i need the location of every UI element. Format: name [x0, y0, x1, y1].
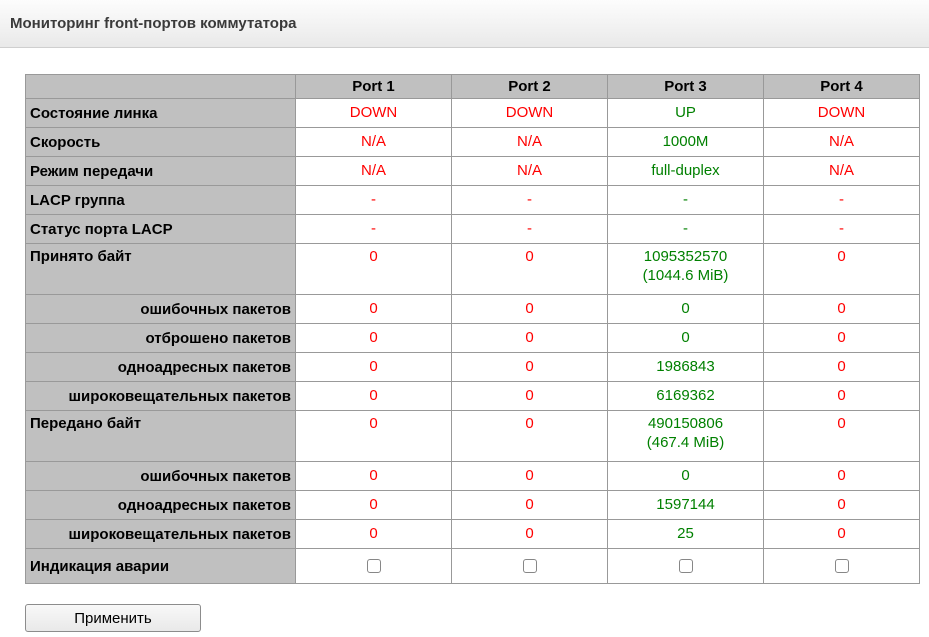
cell-port-4: N/A — [763, 127, 920, 157]
row-label: Скорость — [25, 127, 296, 157]
cell-port-1: 0 — [295, 243, 452, 295]
row-label: отброшено пакетов — [25, 323, 296, 353]
row-label: Принято байт — [25, 243, 296, 295]
row-label: Состояние линка — [25, 98, 296, 128]
alarm-cell-port-1 — [295, 548, 452, 584]
cell-port-3: 490150806 (467.4 MiB) — [607, 410, 764, 462]
cell-port-1: 0 — [295, 490, 452, 520]
cell-port-1: - — [295, 214, 452, 244]
cell-port-3: 1986843 — [607, 352, 764, 382]
cell-port-1: - — [295, 185, 452, 215]
row-label: одноадресных пакетов — [25, 352, 296, 382]
cell-port-3: - — [607, 185, 764, 215]
cell-port-3: 1095352570 (1044.6 MiB) — [607, 243, 764, 295]
cell-port-4: 0 — [763, 490, 920, 520]
cell-port-4: 0 — [763, 352, 920, 382]
cell-port-1: 0 — [295, 461, 452, 491]
cell-port-4: 0 — [763, 243, 920, 295]
cell-port-1: DOWN — [295, 98, 452, 128]
ports-table-body: Port 1 Port 2 Port 3 Port 4 Состояние линка D… — [25, 74, 920, 584]
cell-port-4: 0 — [763, 294, 920, 324]
cell-port-4: 0 — [763, 410, 920, 462]
cell-port-3: 6169362 — [607, 381, 764, 411]
apply-button[interactable]: Применить — [25, 604, 201, 632]
cell-port-4: - — [763, 214, 920, 244]
page-header: Мониторинг front-портов коммутатора — [0, 0, 929, 48]
cell-port-2: 0 — [451, 323, 608, 353]
column-header-port-2: Port 2 — [451, 74, 608, 99]
cell-port-2: 0 — [451, 381, 608, 411]
column-header-port-1: Port 1 — [295, 74, 452, 99]
cell-port-1: 0 — [295, 381, 452, 411]
cell-port-2: 0 — [451, 410, 608, 462]
cell-port-4: 0 — [763, 461, 920, 491]
cell-port-1: 0 — [295, 410, 452, 462]
cell-port-2: 0 — [451, 243, 608, 295]
cell-port-2: N/A — [451, 156, 608, 186]
column-header-port-4: Port 4 — [763, 74, 920, 99]
row-label: одноадресных пакетов — [25, 490, 296, 520]
cell-port-4: 0 — [763, 323, 920, 353]
row-label: Статус порта LACP — [25, 214, 296, 244]
cell-port-1: 0 — [295, 352, 452, 382]
row-label: LACP группа — [25, 185, 296, 215]
cell-port-1: 0 — [295, 519, 452, 549]
cell-port-2: 0 — [451, 294, 608, 324]
alarm-cell-port-4 — [763, 548, 920, 584]
cell-port-1: 0 — [295, 323, 452, 353]
cell-port-3: full-duplex — [607, 156, 764, 186]
cell-port-4: 0 — [763, 519, 920, 549]
page-title: Мониторинг front-портов коммутатора — [10, 15, 297, 32]
cell-port-2: DOWN — [451, 98, 608, 128]
alarm-checkbox-port-3[interactable] — [678, 558, 693, 573]
cell-port-4: 0 — [763, 381, 920, 411]
cell-port-4: N/A — [763, 156, 920, 186]
cell-port-4: DOWN — [763, 98, 920, 128]
column-header-port-3: Port 3 — [607, 74, 764, 99]
alarm-checkbox-port-1[interactable] — [366, 558, 381, 573]
row-label: широковещательных пакетов — [25, 381, 296, 411]
cell-port-2: 0 — [451, 490, 608, 520]
cell-port-2: 0 — [451, 461, 608, 491]
cell-port-1: N/A — [295, 127, 452, 157]
cell-port-2: - — [451, 185, 608, 215]
ports-table: Port 1 Port 2 Port 3 Port 4 Состояние линка D… — [25, 74, 920, 584]
cell-port-1: 0 — [295, 294, 452, 324]
row-label: ошибочных пакетов — [25, 294, 296, 324]
cell-port-3: 0 — [607, 461, 764, 491]
alarm-cell-port-2 — [451, 548, 608, 584]
cell-port-3: UP — [607, 98, 764, 128]
cell-port-3: 0 — [607, 294, 764, 324]
cell-port-3: 0 — [607, 323, 764, 353]
row-label: Индикация аварии — [25, 548, 296, 584]
cell-port-3: 1597144 — [607, 490, 764, 520]
cell-port-2: N/A — [451, 127, 608, 157]
cell-port-1: N/A — [295, 156, 452, 186]
alarm-cell-port-3 — [607, 548, 764, 584]
cell-port-2: 0 — [451, 519, 608, 549]
row-label: ошибочных пакетов — [25, 461, 296, 491]
alarm-checkbox-port-4[interactable] — [834, 558, 849, 573]
cell-port-4: - — [763, 185, 920, 215]
cell-port-3: 1000M — [607, 127, 764, 157]
cell-port-2: - — [451, 214, 608, 244]
row-label: Режим передачи — [25, 156, 296, 186]
alarm-checkbox-port-2[interactable] — [522, 558, 537, 573]
row-label: Передано байт — [25, 410, 296, 462]
cell-port-3: - — [607, 214, 764, 244]
row-label: широковещательных пакетов — [25, 519, 296, 549]
table-corner-cell — [25, 74, 296, 99]
cell-port-3: 25 — [607, 519, 764, 549]
cell-port-2: 0 — [451, 352, 608, 382]
